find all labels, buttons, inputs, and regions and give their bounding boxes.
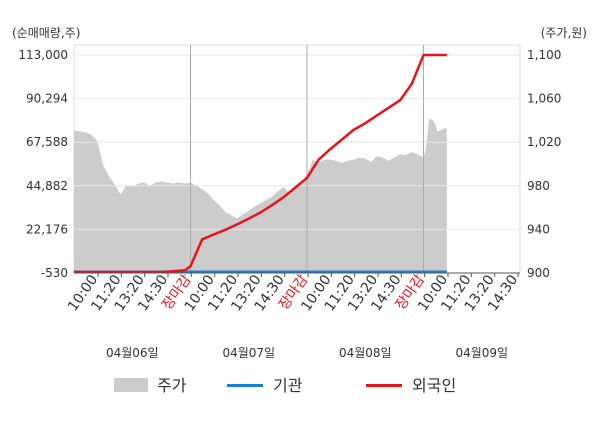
- left-tick-label: 113,000: [18, 48, 68, 62]
- series-line-foreign: [74, 53, 447, 274]
- date-label: 04월08일: [339, 346, 392, 360]
- left-tick-label: 67,588: [26, 135, 68, 149]
- left-tick-label: 44,882: [26, 179, 68, 193]
- left-axis-label: (순매매량,주): [12, 26, 80, 40]
- right-tick-label: 1,100: [527, 48, 561, 62]
- date-label: 04월06일: [106, 346, 159, 360]
- left-tick-label: 22,176: [26, 222, 68, 236]
- date-label: 04월09일: [455, 346, 508, 360]
- legend-foreign-label: 외국인: [412, 376, 456, 395]
- right-axis-label: (주가,원): [541, 26, 587, 40]
- legend-price-label: 주가: [157, 376, 187, 395]
- legend-institution-swatch: [227, 384, 263, 387]
- right-tick-label: 1,060: [527, 92, 561, 106]
- right-tick-label: 900: [527, 266, 550, 280]
- left-tick-label: -530: [41, 266, 68, 280]
- date-label: 04월07일: [222, 346, 275, 360]
- left-tick-label: 90,294: [26, 92, 68, 106]
- legend-foreign-swatch: [366, 384, 402, 387]
- legend-institution-label: 기관: [273, 376, 303, 395]
- price-area-shape: [74, 118, 447, 273]
- series-lines: [74, 53, 447, 274]
- legend-price-swatch: [114, 378, 148, 392]
- price-area: [74, 118, 447, 273]
- legend: 주가 기관 외국인: [114, 376, 456, 395]
- right-tick-label: 940: [527, 222, 550, 236]
- right-tick-label: 980: [527, 179, 550, 193]
- right-tick-label: 1,020: [527, 135, 561, 149]
